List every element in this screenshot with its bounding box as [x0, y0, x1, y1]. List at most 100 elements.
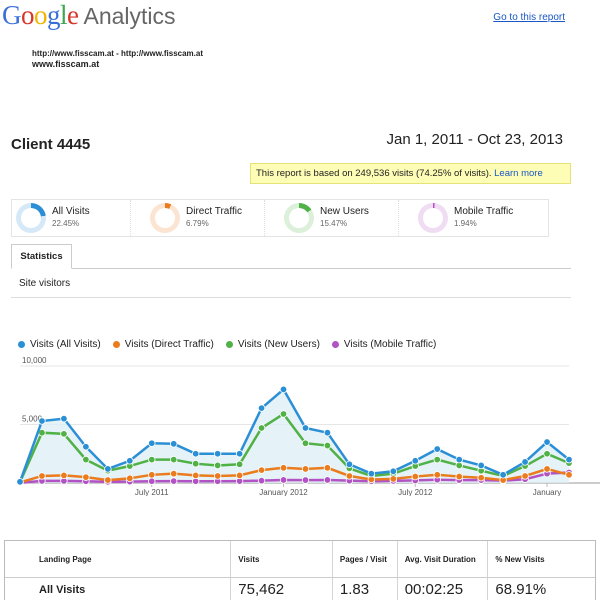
data-point — [301, 424, 310, 432]
data-point — [279, 410, 288, 418]
data-point — [411, 472, 419, 481]
data-point — [257, 424, 266, 432]
tab-statistics[interactable]: Statistics — [11, 244, 72, 269]
legend-item[interactable]: Visits (New Users) — [225, 339, 320, 350]
site-urls: http://www.fisscam.at - http://www.fissc… — [32, 48, 203, 70]
segment-name: New Users — [320, 206, 369, 217]
segment-mobile-traffic[interactable]: Mobile Traffic 1.94% — [414, 200, 533, 236]
data-point — [257, 404, 266, 412]
data-point — [235, 471, 244, 480]
data-point — [126, 457, 134, 465]
analytics-wordmark: Analytics — [83, 3, 176, 29]
data-point — [191, 471, 200, 480]
legend-item[interactable]: Visits (All Visits) — [18, 339, 101, 350]
data-point — [367, 469, 376, 478]
data-point — [104, 465, 112, 473]
data-point — [191, 459, 200, 468]
segment-name: All Visits — [52, 206, 90, 217]
data-point — [323, 464, 332, 472]
data-point — [104, 476, 112, 484]
y-tick-label: 10,000 — [22, 356, 47, 365]
segment-percent: 15.47% — [320, 219, 348, 228]
data-point — [170, 455, 178, 464]
data-point — [16, 478, 24, 486]
data-point — [82, 443, 90, 451]
data-point — [543, 450, 551, 458]
logo-letter: e — [67, 0, 79, 30]
x-tick-label: July 2011 — [135, 488, 169, 496]
data-point — [565, 471, 573, 479]
section-label: Site visitors — [19, 278, 71, 289]
data-point — [477, 474, 485, 482]
data-point — [38, 417, 46, 425]
segment-all-visits[interactable]: All Visits 22.45% — [12, 200, 131, 236]
segment-percent: 1.94% — [454, 219, 477, 228]
tab-divider — [11, 268, 571, 269]
data-point — [279, 464, 288, 472]
y-tick-label: 5,000 — [22, 415, 43, 424]
data-point — [433, 471, 441, 479]
row-label: All Visits — [39, 583, 86, 596]
segment-new-users[interactable]: New Users 15.47% — [280, 200, 399, 236]
data-point — [345, 460, 354, 468]
go-to-report-link[interactable]: Go to this report — [493, 12, 565, 23]
data-point — [257, 476, 266, 485]
site-url-line: http://www.fisscam.at - http://www.fissc… — [32, 49, 203, 58]
data-point — [301, 439, 310, 447]
sampling-notice: This report is based on 249,536 visits (… — [250, 163, 571, 184]
data-point — [213, 472, 222, 480]
visits-line-chart: 10,000 5,000 July 2011 January 2012 July 201… — [16, 356, 600, 496]
data-point — [257, 466, 266, 474]
col-header-avg-duration[interactable]: Avg. Visit Duration — [396, 541, 488, 577]
data-point — [455, 472, 463, 481]
data-point — [60, 414, 68, 423]
google-wordmark: Google — [2, 0, 79, 31]
data-point — [191, 450, 200, 458]
cell-new-visits: 68.91% — [487, 578, 595, 600]
logo-letter: o — [34, 0, 48, 30]
data-point — [279, 385, 288, 394]
col-header-visits[interactable]: Visits — [230, 541, 332, 577]
data-point — [389, 467, 398, 475]
data-point — [411, 457, 419, 465]
data-point — [235, 450, 244, 458]
data-point — [148, 455, 156, 464]
learn-more-link[interactable]: Learn more — [494, 168, 543, 179]
date-range[interactable]: Jan 1, 2011 - Oct 23, 2013 — [386, 131, 563, 148]
data-point — [433, 455, 441, 464]
data-point — [82, 473, 90, 481]
cell-visits: 75,462 — [230, 578, 332, 600]
col-header-landing-page[interactable]: Landing Page — [39, 554, 92, 564]
legend-item[interactable]: Visits (Direct Traffic) — [112, 339, 214, 350]
segment-direct-traffic[interactable]: Direct Traffic 6.79% — [146, 200, 265, 236]
segment-percent: 22.45% — [52, 219, 80, 228]
cell-pages-visit: 1.83 — [331, 578, 397, 600]
segment-donut-icon — [418, 203, 448, 233]
data-point — [213, 450, 222, 458]
data-point — [477, 461, 485, 470]
col-header-pages-visit[interactable]: Pages / Visit — [331, 541, 397, 577]
col-header-new-visits[interactable]: % New Visits — [487, 541, 595, 577]
data-point — [170, 469, 178, 478]
segment-text: New Users 15.47% — [320, 206, 369, 230]
logo-letter: G — [2, 0, 22, 30]
segment-bar: All Visits 22.45% Direct Traffic 6.79% New U… — [11, 199, 549, 237]
section-divider — [11, 297, 571, 298]
google-analytics-logo: Google Analytics — [2, 0, 176, 31]
legend-item[interactable]: Visits (Mobile Traffic) — [331, 339, 436, 350]
x-tick-label: July 2012 — [398, 488, 433, 496]
data-point — [126, 474, 134, 483]
segment-donut-icon — [150, 203, 180, 233]
data-point — [60, 471, 68, 480]
legend-dot-icon — [112, 341, 120, 348]
sampling-notice-text: This report is based on 249,536 visits (… — [256, 168, 495, 179]
data-point — [170, 440, 178, 448]
table-row: All Visits 75,462 1.83 00:02:25 68.91% — [5, 578, 595, 600]
data-point — [279, 476, 288, 484]
data-point — [521, 472, 529, 480]
data-point — [323, 441, 332, 450]
data-point — [565, 455, 573, 464]
series-line — [18, 412, 570, 483]
segment-text: Mobile Traffic 1.94% — [454, 206, 513, 230]
segment-donut-icon — [284, 203, 314, 233]
